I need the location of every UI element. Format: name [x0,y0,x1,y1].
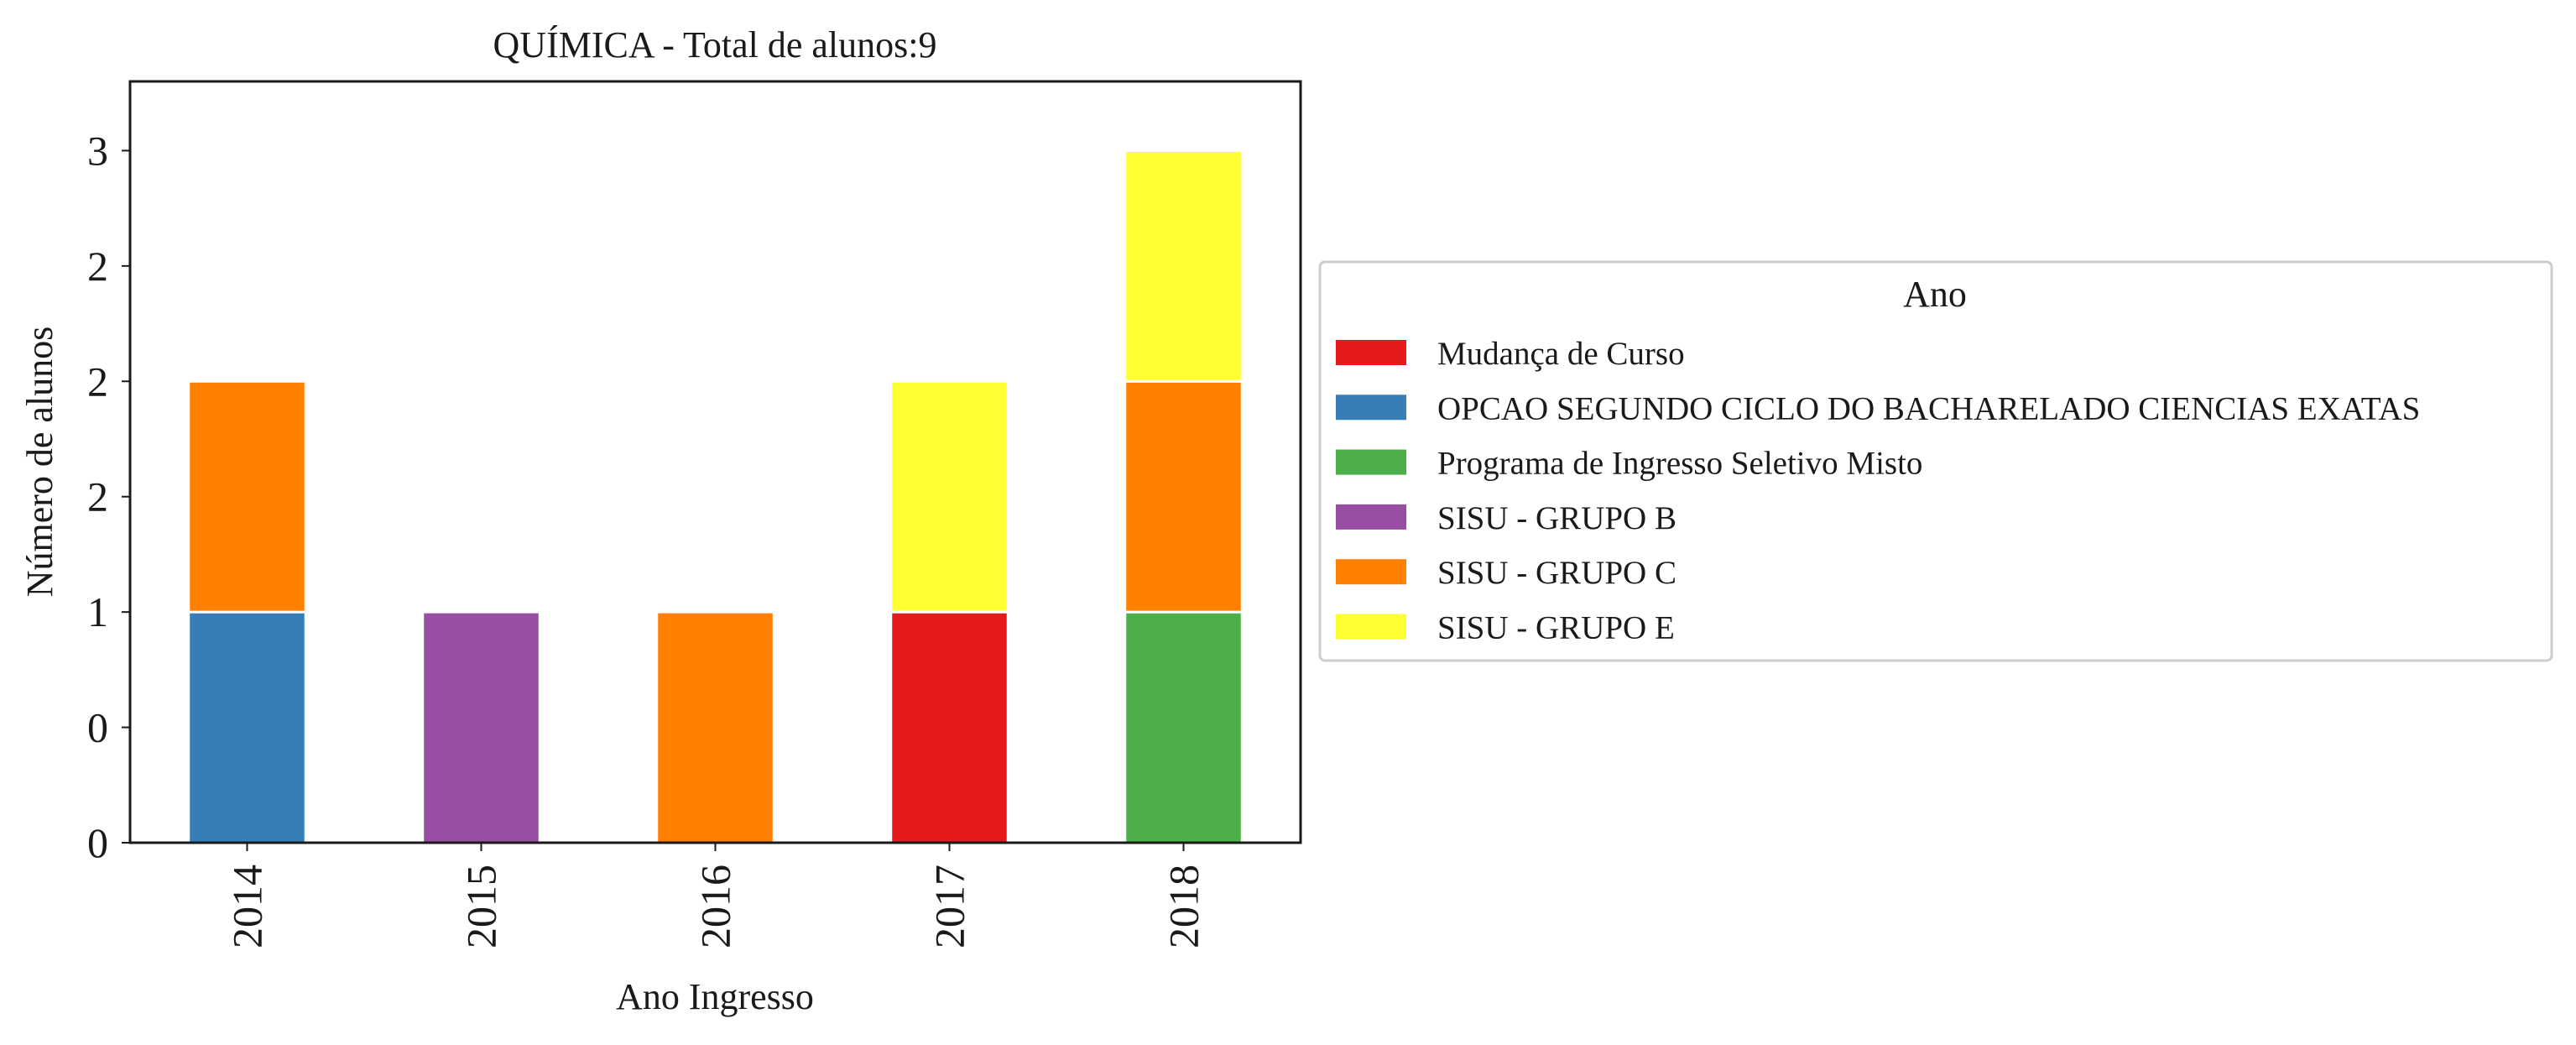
legend-swatch [1336,394,1406,421]
legend-swatch [1336,340,1406,365]
x-axis-label: Ano Ingresso [616,976,814,1017]
legend-swatch [1336,559,1406,585]
y-tick-label: 3 [87,127,108,174]
legend-swatch [1336,504,1406,530]
legend-swatch [1336,449,1406,475]
y-tick-label: 1 [87,588,108,635]
y-tick-label: 2 [87,358,108,405]
x-tick-label: 2017 [926,865,973,948]
y-tick-label: 0 [87,819,108,866]
bar-segment [889,610,1009,844]
bar-segment [655,610,775,844]
x-tick-label: 2018 [1160,865,1207,948]
legend-label: SISU - GRUPO B [1437,500,1676,536]
legend-frame [1318,260,2553,662]
legend-swatch [1336,614,1406,640]
bars [187,149,1244,844]
x-tick-label: 2016 [692,865,739,948]
y-tick-label: 2 [87,243,108,290]
bar-segment [1124,379,1244,614]
legend: Ano Mudança de Curso OPCAO SEGUNDO CICLO … [1318,260,2553,662]
y-axis-label: Número de alunos [19,327,60,598]
legend-title: Ano [1903,274,1967,315]
y-tick-label: 0 [87,704,108,751]
bar-segment [187,379,307,614]
bar-segment [421,610,541,844]
y-axis: 0 0 1 2 2 2 3 [87,127,130,866]
bar-segment [889,379,1009,614]
legend-label: SISU - GRUPO E [1437,610,1675,646]
legend-label: Mudança de Curso [1437,336,1685,372]
legend-items: Mudança de Curso OPCAO SEGUNDO CICLO DO B… [1336,336,2420,646]
legend-label: SISU - GRUPO C [1437,555,1676,591]
y-tick-label: 2 [87,473,108,520]
x-tick-label: 2014 [224,865,271,948]
bar-segment [1124,610,1244,844]
legend-label: OPCAO SEGUNDO CICLO DO BACHARELADO CIENC… [1437,390,2420,426]
bar-segment [1124,149,1244,383]
x-tick-label: 2015 [458,865,505,948]
legend-label: Programa de Ingresso Seletivo Misto [1437,446,1922,482]
bar-segment [187,610,307,844]
x-axis: 2014 2015 2016 2017 2018 [224,843,1207,948]
chart-title: QUÍMICA - Total de alunos:9 [493,24,937,65]
